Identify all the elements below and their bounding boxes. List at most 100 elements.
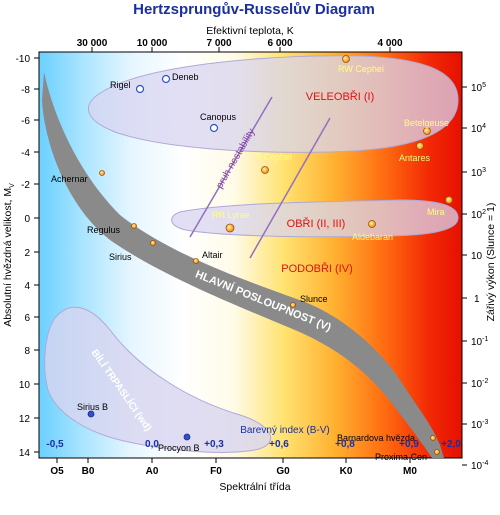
star-label-achernar: Achernar <box>51 174 88 184</box>
right-tick-label: 10-4 <box>471 460 488 472</box>
bottom-tick-label: O5 <box>50 466 64 477</box>
bottom-tick-label: A0 <box>146 466 159 477</box>
bottom-axis <box>56 458 411 463</box>
color-index-value: -0,5 <box>46 439 64 450</box>
instability-strip <box>189 96 331 259</box>
star-label-proxima: Proxima Cen <box>375 452 427 462</box>
giant-region <box>171 199 459 238</box>
left-axis <box>34 57 39 453</box>
top-tick-label: 4 000 <box>377 38 402 49</box>
left-axis-title-sub: V <box>9 183 16 188</box>
star-label-rw-cephei: RW Cephei <box>338 64 384 74</box>
star-label-rr-lyrae: RR Lyrae <box>212 210 250 220</box>
left-tick-label: -2 <box>21 180 30 191</box>
star-label-mira: Mira <box>427 207 445 217</box>
star-achernar <box>99 170 105 176</box>
star-slunce <box>290 302 296 308</box>
star-label-procyon-b: Procyon B <box>158 443 200 453</box>
right-tick-label: 10-1 <box>471 336 488 348</box>
left-tick-label: 0 <box>24 214 30 225</box>
star-label-slunce: Slunce <box>300 294 328 304</box>
left-tick-label: -4 <box>21 148 30 159</box>
top-tick-label: 30 000 <box>77 38 108 49</box>
bottom-tick-label: B0 <box>82 466 95 477</box>
star-deneb <box>161 74 171 84</box>
top-axis-title: Efektivní teplota, K <box>206 25 294 37</box>
right-tick-label: 103 <box>471 167 486 179</box>
star-label-sirius: Sirius <box>109 252 132 262</box>
left-tick-label: 2 <box>24 248 30 259</box>
star-rigel <box>135 84 145 94</box>
color-index-value: +0,8 <box>335 439 355 450</box>
bottom-tick-label: F0 <box>210 466 222 477</box>
supergiants-label: VELEOBŘI (I) <box>306 90 374 103</box>
star-label-aldebaran: Aldebaran <box>352 232 393 242</box>
star-label-rigel: Rigel <box>110 80 131 90</box>
giants-label: OBŘI (II, III) <box>287 217 346 230</box>
bottom-tick-label: K0 <box>340 466 353 477</box>
left-tick-label: 6 <box>24 313 30 324</box>
left-tick-label: 12 <box>19 414 31 425</box>
left-tick-label: 8 <box>24 346 30 357</box>
color-index-value: 0,0 <box>145 439 159 450</box>
right-axis-title: Zářivý výkon (Slunce = 1) <box>485 203 497 322</box>
left-tick-label: -10 <box>16 54 31 65</box>
star-barnard <box>430 435 436 441</box>
star-delta-cephei <box>261 166 269 174</box>
bottom-axis-title: Spektrální třída <box>219 481 290 493</box>
star-label-barnard: Barnardova hvězda <box>337 433 415 443</box>
right-tick-label: 10-3 <box>471 419 488 431</box>
left-tick-label: 4 <box>24 281 30 292</box>
star-altair <box>193 258 199 264</box>
star-sirius <box>150 240 156 246</box>
star-label-altair: Altair <box>202 250 223 260</box>
left-axis-title: Absolutní hvězdná velikost, MV <box>2 183 16 327</box>
star-sirius-b <box>87 410 95 418</box>
star-proxima <box>434 449 440 455</box>
star-procyon-b <box>183 433 191 441</box>
supergiant-region <box>87 55 459 153</box>
color-index-title: Barevný index (B-V) <box>240 425 329 436</box>
color-index-value: +0,6 <box>269 439 289 450</box>
right-tick-label: 104 <box>471 123 486 135</box>
star-betelgeuse <box>423 127 431 135</box>
left-tick-label: -6 <box>21 116 30 127</box>
star-rr-lyrae <box>225 223 235 233</box>
left-tick-label: 14 <box>19 448 31 459</box>
top-tick-label: 10 000 <box>137 38 168 49</box>
color-index-value: +2,0 <box>441 439 461 450</box>
right-tick-label: 1 <box>474 294 480 305</box>
top-axis <box>91 47 391 52</box>
right-tick-label: 102 <box>471 209 486 221</box>
star-antares <box>416 142 424 150</box>
left-tick-label: -8 <box>21 85 30 96</box>
top-tick-label: 6 000 <box>267 38 292 49</box>
diagram-title: Hertzsprungův-Russelův Diagram <box>133 1 375 18</box>
left-axis-title-main: Absolutní hvězdná velikost, M <box>2 188 14 327</box>
color-index-value: +0,9 <box>399 439 419 450</box>
star-label-sirius-b: Sirius B <box>77 402 108 412</box>
star-canopus <box>209 123 219 133</box>
star-label-regulus: Regulus <box>87 225 121 235</box>
right-tick-label: 10-2 <box>471 378 488 390</box>
star-regulus <box>131 223 137 229</box>
left-tick-label: 10 <box>19 380 31 391</box>
star-rw-cephei <box>342 55 350 63</box>
color-index-value: +0,3 <box>204 439 224 450</box>
subgiants-label: PODOBŘI (IV) <box>281 262 353 275</box>
star-aldebaran <box>368 220 376 228</box>
star-label-betelgeuse: Betelgeuse <box>404 118 449 128</box>
bottom-tick-label: M0 <box>403 466 417 477</box>
right-tick-label: 105 <box>471 82 486 94</box>
top-tick-label: 7 000 <box>206 38 231 49</box>
star-label-canopus: Canopus <box>200 112 237 122</box>
star-label-delta-cephei: δ Cephei <box>256 152 292 162</box>
right-tick-labels: 105 104 103 102 10 1 10-1 10-2 10-3 10-4 <box>471 82 488 472</box>
star-label-deneb: Deneb <box>172 72 199 82</box>
white-dwarf-region <box>44 306 272 453</box>
right-axis <box>462 86 467 466</box>
left-tick-labels: -10 -8 -6 -4 -2 0 2 4 6 8 10 12 14 <box>16 54 31 459</box>
star-mira <box>445 196 453 204</box>
right-tick-label: 10 <box>471 251 483 262</box>
